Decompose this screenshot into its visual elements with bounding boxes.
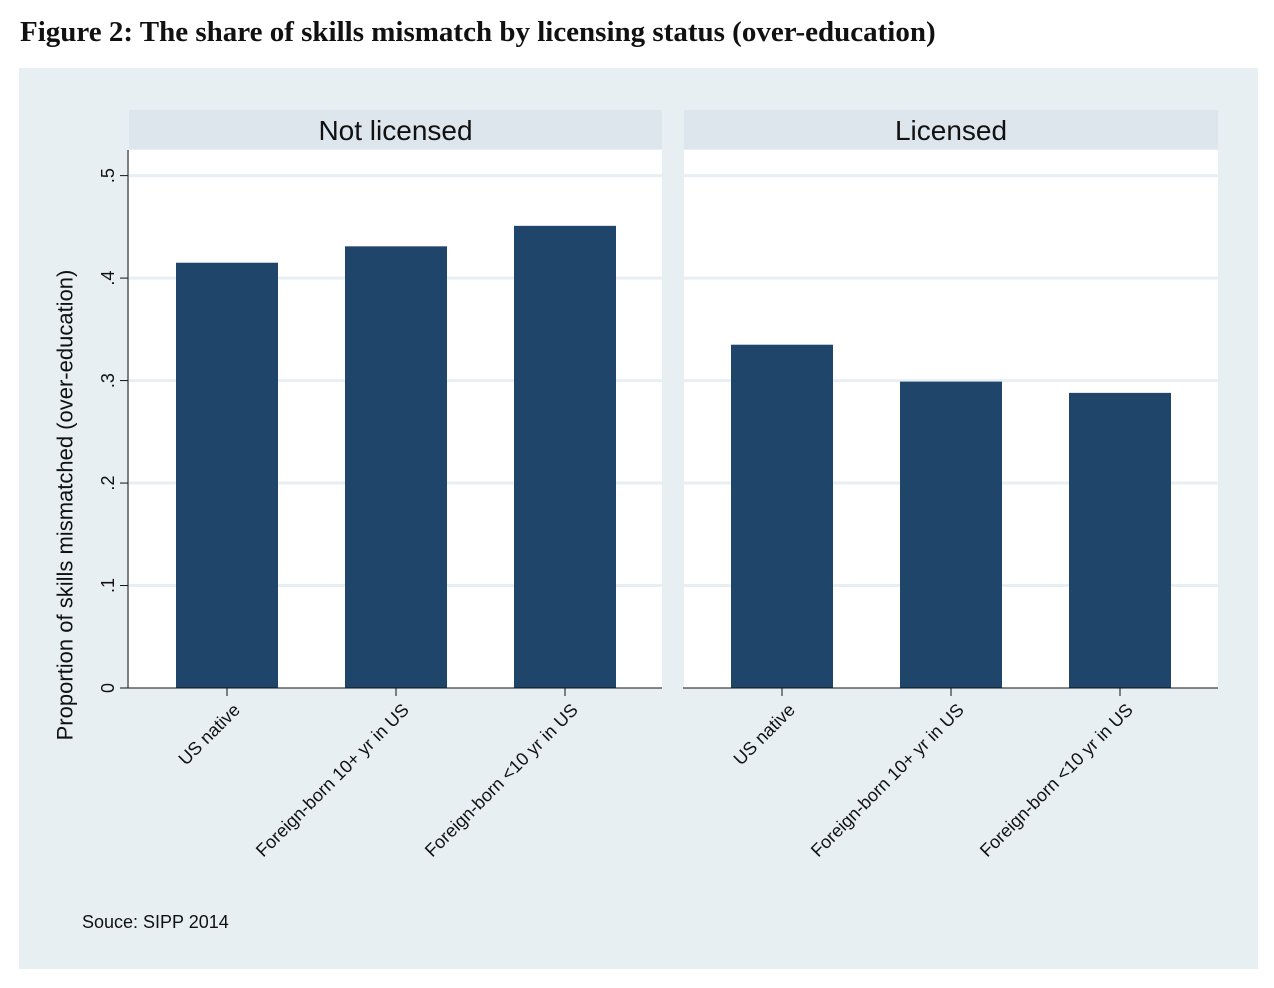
source-note: Souce: SIPP 2014 <box>82 912 229 932</box>
bar <box>1069 392 1171 688</box>
bar <box>514 225 616 688</box>
bar <box>176 262 278 688</box>
panel-strip <box>684 110 1218 149</box>
y-axis-title: Proportion of skills mismatched (over-ed… <box>53 270 78 741</box>
y-tick-label: .3 <box>98 373 118 388</box>
x-category-label: Foreign-born <10 yr in US <box>976 700 1137 861</box>
y-tick-label: .1 <box>98 578 118 593</box>
panel-strip <box>129 110 662 149</box>
y-tick-label: .2 <box>98 476 118 491</box>
x-category-label: Foreign-born 10+ yr in US <box>807 700 968 861</box>
panel-title: Licensed <box>895 115 1007 146</box>
bar <box>345 246 447 688</box>
x-category-label: US native <box>175 700 244 769</box>
x-category-label: US native <box>730 700 799 769</box>
x-category-label: Foreign-born <10 yr in US <box>421 700 582 861</box>
bar <box>731 344 833 688</box>
panel-title: Not licensed <box>318 115 472 146</box>
y-tick-label: .5 <box>98 168 118 183</box>
x-category-label: Foreign-born 10+ yr in US <box>252 700 413 861</box>
bar <box>900 381 1002 688</box>
y-tick-label: 0 <box>98 683 118 693</box>
figure-title: Figure 2: The share of skills mismatch b… <box>20 16 936 48</box>
y-tick-label: .4 <box>98 271 118 286</box>
